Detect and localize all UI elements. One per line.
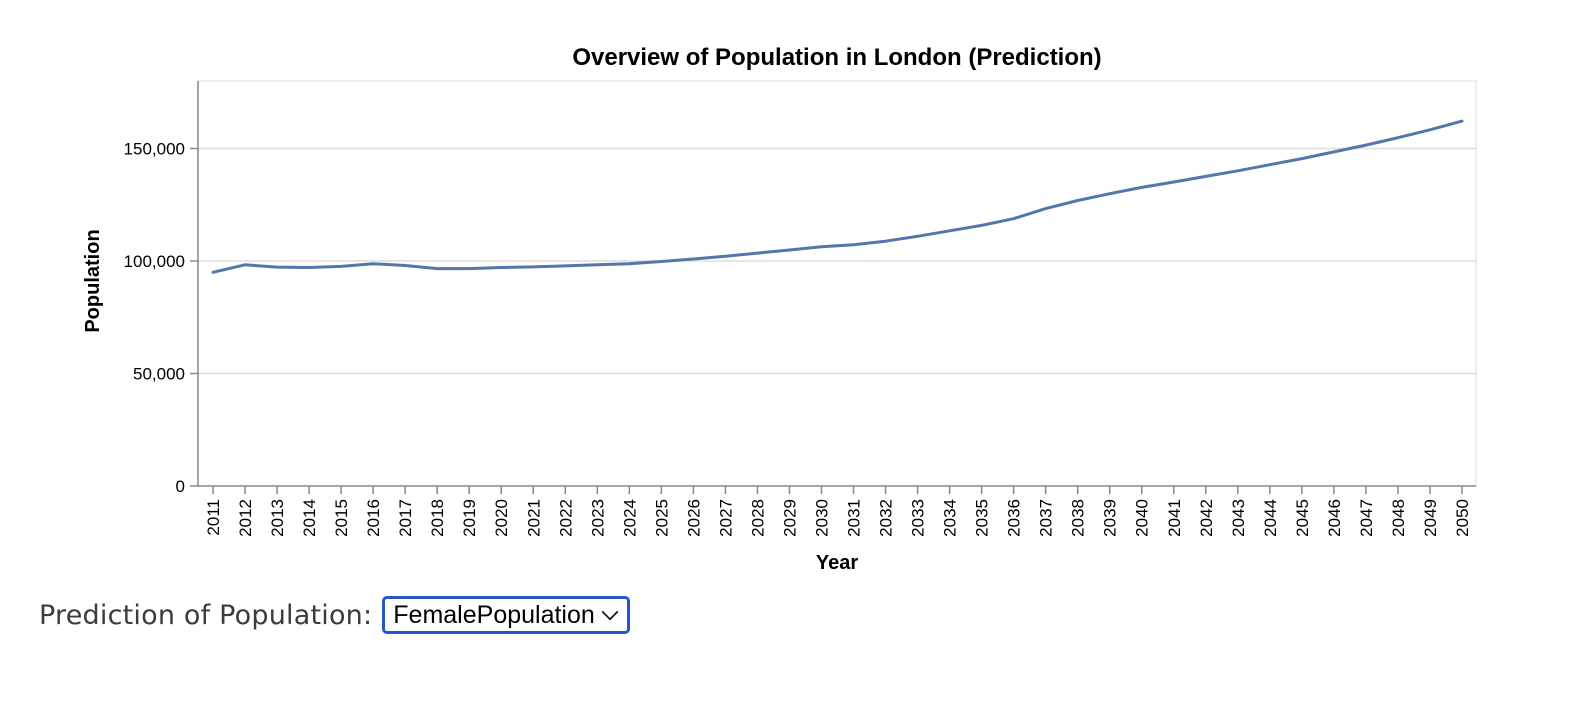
y-tick-label: 0 [176, 477, 185, 496]
x-tick-label: 2034 [941, 499, 960, 537]
x-tick-label: 2020 [492, 499, 511, 537]
y-tick-label: 100,000 [124, 252, 185, 271]
x-tick-label: 2019 [460, 499, 479, 537]
x-tick-label: 2014 [300, 499, 319, 537]
x-tick-label: 2021 [524, 499, 543, 537]
y-axis: 0 50,000 100,000 150,000 [124, 81, 199, 496]
series-lines [211, 119, 1464, 274]
chart-title: Overview of Population in London (Predic… [572, 44, 1101, 71]
plot-background [197, 80, 1477, 487]
y-tick-label: 50,000 [133, 365, 185, 384]
chevron-down-icon [601, 603, 619, 621]
x-tick-label: 2050 [1453, 499, 1472, 537]
x-tick-label: 2036 [1005, 499, 1024, 537]
x-tick-label: 2046 [1325, 499, 1344, 537]
x-tick-label: 2028 [748, 499, 767, 537]
x-tick-label: 2038 [1069, 499, 1088, 537]
x-tick-label: 2044 [1261, 499, 1280, 537]
x-tick-label: 2022 [556, 499, 575, 537]
x-tick-label: 2023 [588, 499, 607, 537]
x-tick-label: 2047 [1357, 499, 1376, 537]
x-tick-label: 2041 [1165, 499, 1184, 537]
x-tick-label: 2042 [1197, 499, 1216, 537]
x-tick-label: 2013 [268, 499, 287, 537]
x-tick-label: 2026 [684, 499, 703, 537]
prediction-control: Prediction of Population: FemalePopulati… [39, 596, 630, 634]
x-tick-label: 2011 [204, 499, 223, 536]
x-tick-label: 2033 [909, 499, 928, 537]
x-tick-label: 2049 [1421, 499, 1440, 537]
x-tick-label: 2043 [1229, 499, 1248, 537]
x-tick-label: 2031 [845, 499, 864, 537]
y-axis-title: Population [82, 229, 104, 332]
series-line-0 [211, 119, 1464, 274]
gridlines [198, 147, 1476, 375]
x-tick-label: 2037 [1037, 499, 1056, 537]
x-tick-label: 2027 [716, 499, 735, 537]
x-tick-label: 2025 [652, 499, 671, 537]
x-axis: 2011 2012 2013 2014 2015 2016 2017 2018 2019 2020… [198, 485, 1476, 537]
population-type-select[interactable]: FemalePopulation [382, 596, 630, 634]
y-tick-label: 150,000 [124, 140, 185, 159]
x-tick-label: 2016 [364, 499, 383, 537]
x-tick-label: 2024 [620, 499, 639, 537]
x-tick-label: 2032 [877, 499, 896, 537]
x-tick-label: 2012 [236, 499, 255, 537]
x-tick-label: 2018 [428, 499, 447, 537]
x-tick-label: 2017 [396, 499, 415, 537]
population-type-select-value: FemalePopulation [393, 600, 595, 629]
x-tick-label: 2029 [780, 499, 799, 537]
x-tick-label: 2040 [1133, 499, 1152, 537]
x-axis-title: Year [816, 552, 858, 574]
x-tick-label: 2045 [1293, 499, 1312, 537]
prediction-label: Prediction of Population: [39, 599, 373, 631]
x-tick-label: 2035 [973, 499, 992, 537]
x-tick-label: 2015 [332, 499, 351, 537]
x-tick-label: 2039 [1101, 499, 1120, 537]
x-tick-label: 2048 [1389, 499, 1408, 537]
x-tick-label: 2030 [812, 499, 831, 537]
